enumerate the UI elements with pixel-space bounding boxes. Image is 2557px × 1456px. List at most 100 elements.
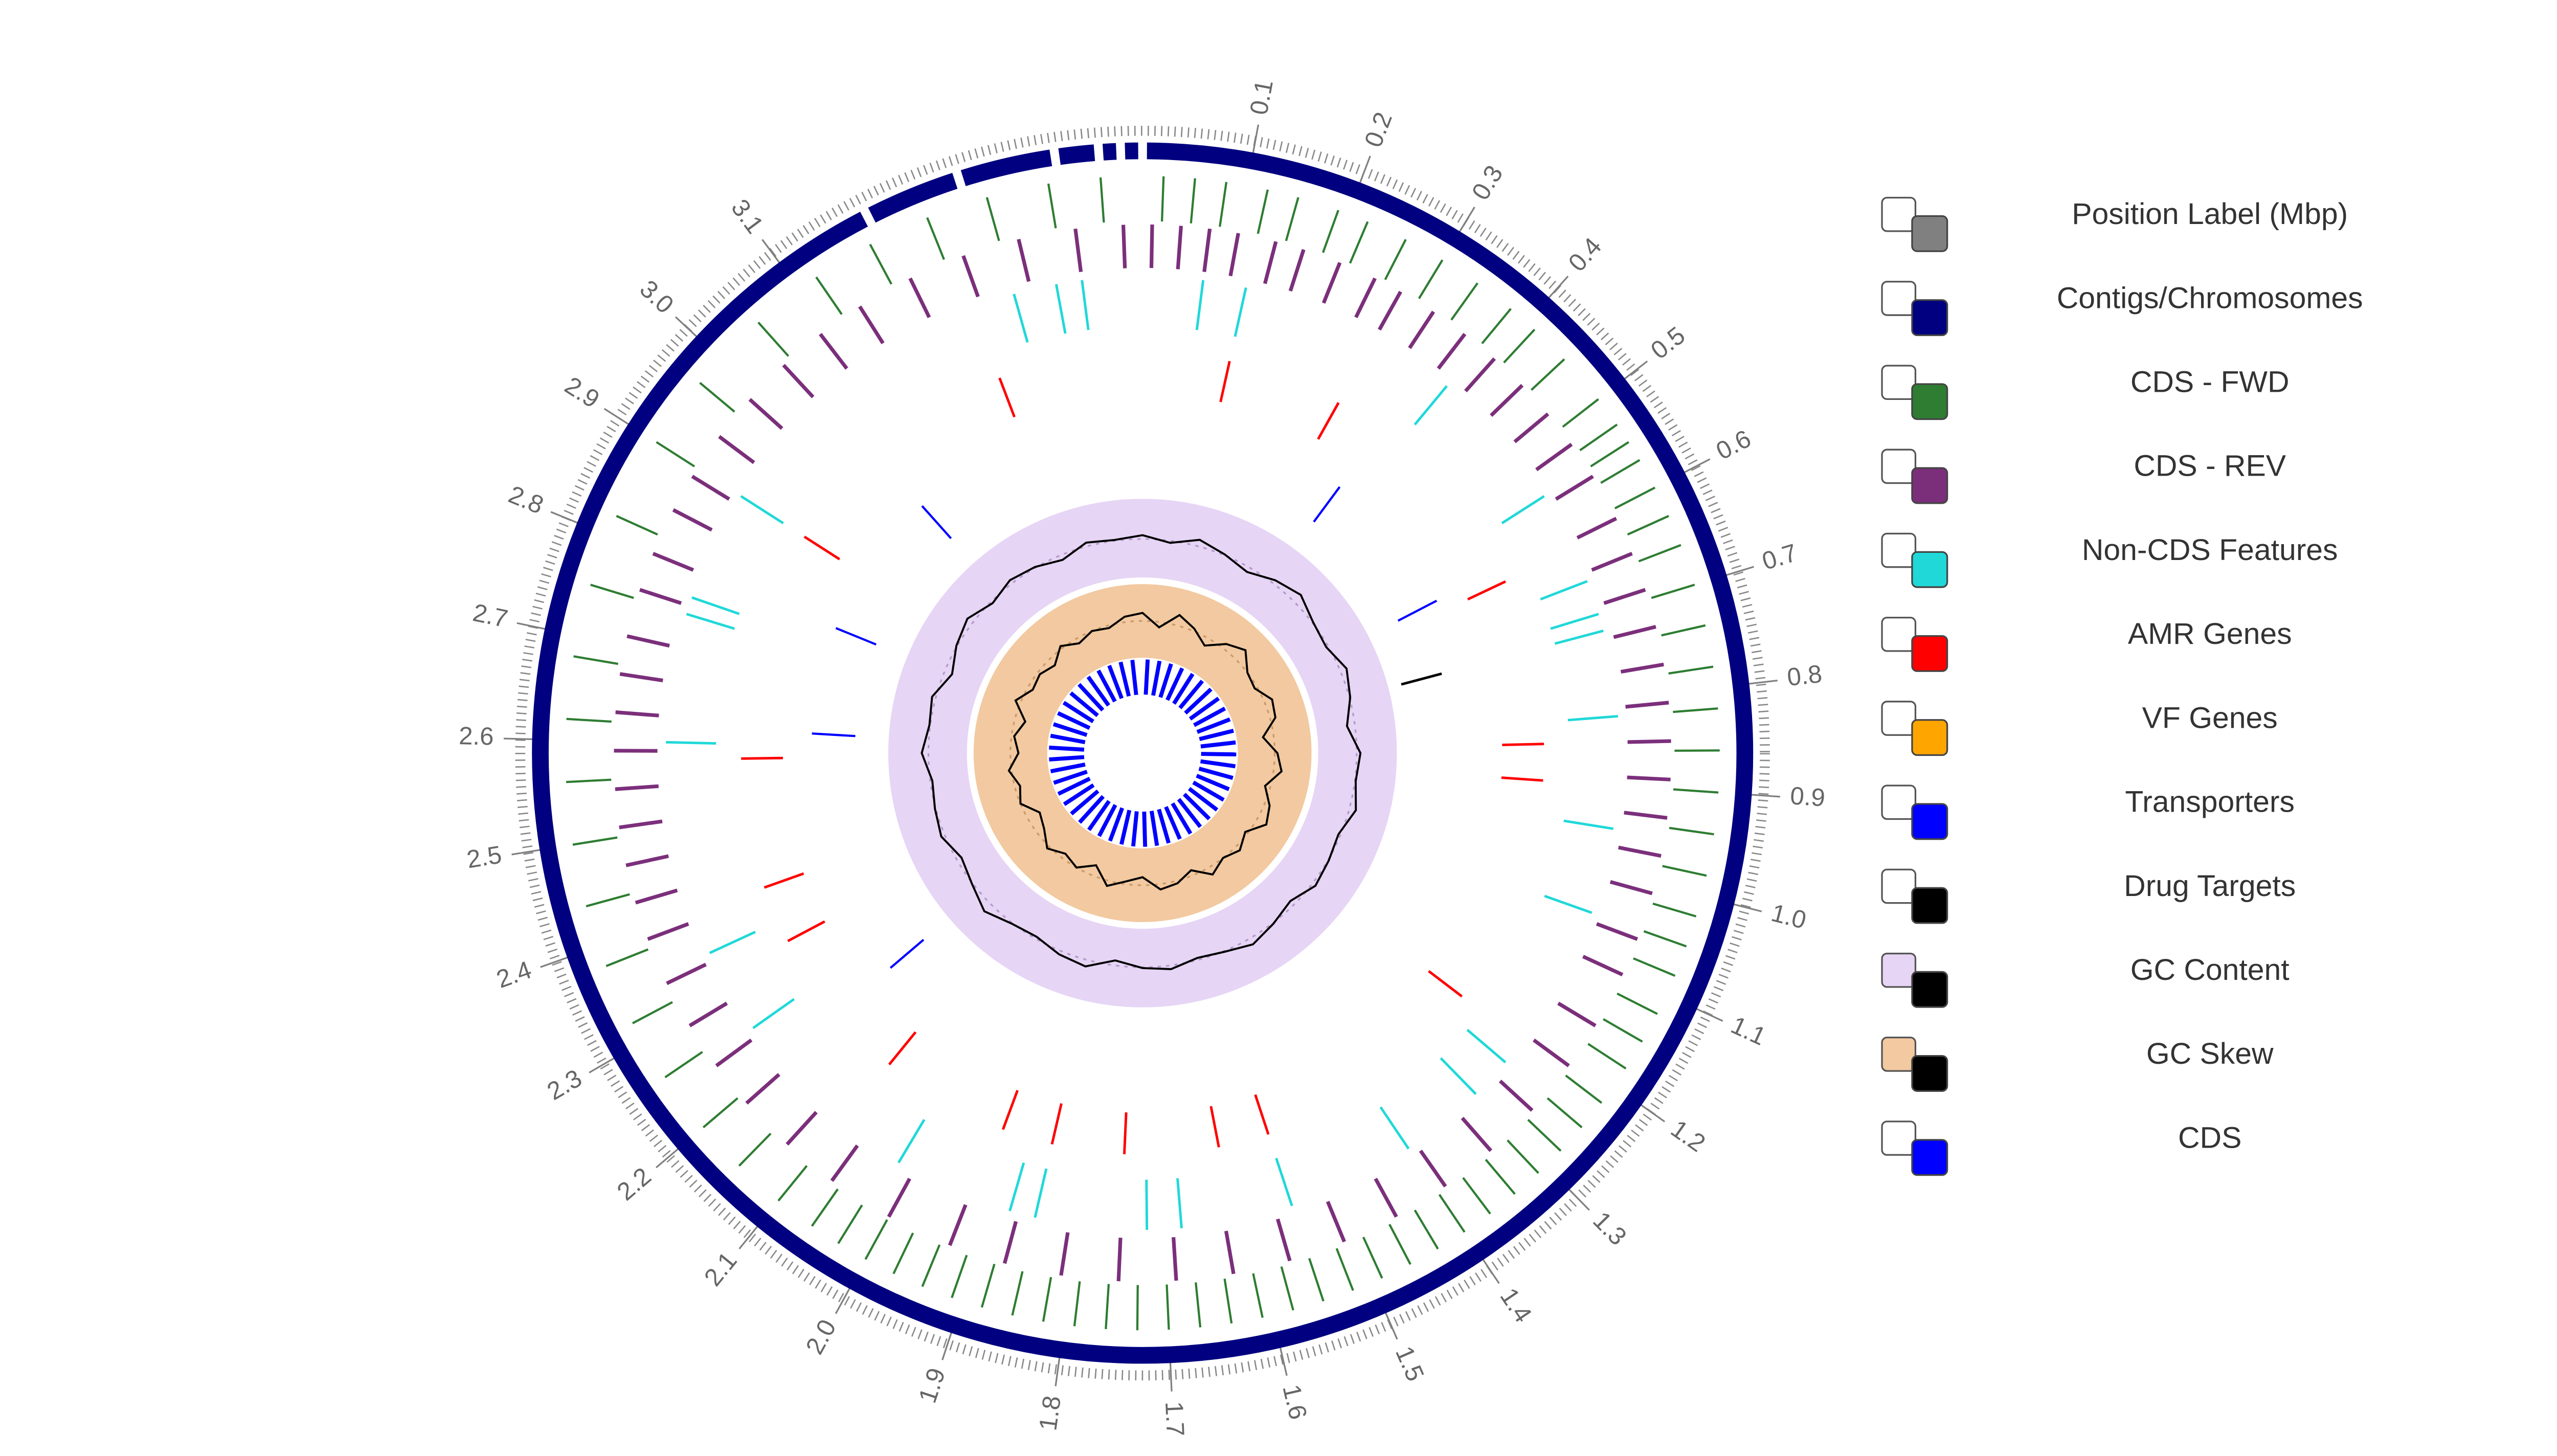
legend-label: Position Label (Mbp) bbox=[2072, 197, 2348, 231]
feature bbox=[1062, 701, 1094, 724]
legend-entry[interactable]: GC Skew bbox=[1881, 1037, 2274, 1092]
feature bbox=[1050, 733, 1086, 745]
legend-entry[interactable]: Position Label (Mbp) bbox=[1881, 196, 2348, 252]
feature bbox=[961, 255, 980, 298]
feature bbox=[1172, 1237, 1178, 1281]
feature bbox=[1017, 238, 1031, 282]
feature bbox=[1438, 1194, 1466, 1233]
feature bbox=[1164, 806, 1182, 840]
legend-label: Non-CDS Features bbox=[2082, 533, 2338, 567]
feature bbox=[1313, 486, 1341, 523]
tick-label: 1.1 bbox=[1726, 1011, 1770, 1051]
gc-line bbox=[1007, 612, 1283, 891]
feature bbox=[590, 584, 634, 599]
tick-label: 0.2 bbox=[1359, 108, 1398, 151]
tick-mark bbox=[1279, 1346, 1288, 1376]
feature bbox=[1119, 810, 1132, 845]
feature bbox=[1322, 210, 1339, 253]
feature bbox=[1151, 660, 1162, 696]
legend-entry[interactable]: VF Genes bbox=[1881, 701, 2278, 756]
legend-entry[interactable]: Contigs/Chromosomes bbox=[1881, 281, 2363, 337]
feature bbox=[1280, 1266, 1294, 1311]
legend-box bbox=[1881, 785, 1917, 820]
feature bbox=[837, 1204, 863, 1244]
feature bbox=[1130, 660, 1138, 696]
feature bbox=[1177, 798, 1202, 828]
feature bbox=[1069, 691, 1099, 718]
feature bbox=[887, 1177, 911, 1218]
feature bbox=[1275, 1157, 1293, 1206]
feature bbox=[1384, 239, 1407, 280]
feature bbox=[811, 1188, 839, 1227]
feature bbox=[625, 854, 669, 867]
feature bbox=[740, 495, 784, 525]
feature bbox=[1070, 789, 1100, 816]
feature bbox=[1485, 1159, 1516, 1195]
legend-swatch bbox=[1911, 719, 1948, 756]
feature bbox=[764, 872, 804, 889]
gc-line bbox=[921, 534, 1362, 970]
feature bbox=[1354, 277, 1377, 319]
feature bbox=[1501, 495, 1545, 525]
feature bbox=[639, 588, 682, 605]
contig bbox=[532, 142, 1754, 1364]
feature bbox=[1440, 1057, 1477, 1095]
legend-entry[interactable]: Non-CDS Features bbox=[1881, 532, 2338, 588]
feature bbox=[1057, 776, 1091, 796]
legend-entry[interactable]: AMR Genes bbox=[1881, 616, 2292, 672]
feature bbox=[1160, 176, 1165, 222]
legend-entry[interactable]: CDS - FWD bbox=[1881, 365, 2290, 420]
tick-label: 0.4 bbox=[1563, 233, 1607, 277]
legend-box bbox=[1881, 1037, 1917, 1072]
feature bbox=[1002, 1221, 1018, 1264]
feature bbox=[1624, 811, 1668, 820]
feature bbox=[1535, 442, 1573, 472]
feature bbox=[1184, 687, 1213, 715]
tick-label: 2.6 bbox=[459, 722, 494, 751]
feature bbox=[1590, 441, 1629, 467]
feature bbox=[566, 778, 612, 783]
legend-entry[interactable]: CDS bbox=[1881, 1121, 2241, 1176]
contig bbox=[868, 173, 958, 223]
feature bbox=[889, 938, 925, 969]
feature bbox=[951, 1255, 968, 1298]
legend-swatch bbox=[1911, 635, 1948, 672]
feature bbox=[1388, 1223, 1411, 1265]
legend-box bbox=[1881, 449, 1917, 484]
feature bbox=[1158, 663, 1173, 698]
feature bbox=[1123, 1112, 1128, 1154]
legend-swatch bbox=[1911, 467, 1948, 504]
feature bbox=[1532, 1038, 1570, 1067]
legend-swatch bbox=[1911, 1055, 1948, 1092]
legend-entry[interactable]: Drug Targets bbox=[1881, 868, 2296, 924]
feature bbox=[1011, 1271, 1024, 1316]
feature bbox=[691, 596, 740, 615]
feature bbox=[985, 197, 1000, 241]
tick-label: 0.5 bbox=[1646, 322, 1690, 365]
legend-entry[interactable]: Transporters bbox=[1881, 785, 2295, 840]
feature bbox=[1275, 1218, 1292, 1262]
feature bbox=[1049, 755, 1085, 761]
feature bbox=[782, 364, 815, 398]
feature bbox=[1464, 357, 1496, 393]
tick-label: 1.8 bbox=[1034, 1394, 1066, 1432]
feature bbox=[1254, 1094, 1270, 1135]
tick-label: 1.2 bbox=[1666, 1115, 1710, 1157]
legend-entry[interactable]: GC Content bbox=[1881, 952, 2290, 1008]
tick-mark bbox=[1169, 1361, 1173, 1392]
feature bbox=[1209, 1106, 1220, 1148]
legend-box bbox=[1881, 281, 1917, 316]
feature bbox=[1108, 807, 1125, 842]
feature bbox=[619, 672, 663, 683]
feature bbox=[1149, 224, 1154, 268]
feature bbox=[1317, 402, 1340, 440]
legend-entry[interactable]: CDS - REV bbox=[1881, 449, 2286, 504]
feature bbox=[1192, 780, 1225, 802]
feature bbox=[656, 441, 696, 467]
tick-mark bbox=[1683, 458, 1711, 474]
feature bbox=[1034, 1168, 1048, 1218]
feature bbox=[616, 514, 658, 536]
tick-mark bbox=[1458, 207, 1475, 234]
